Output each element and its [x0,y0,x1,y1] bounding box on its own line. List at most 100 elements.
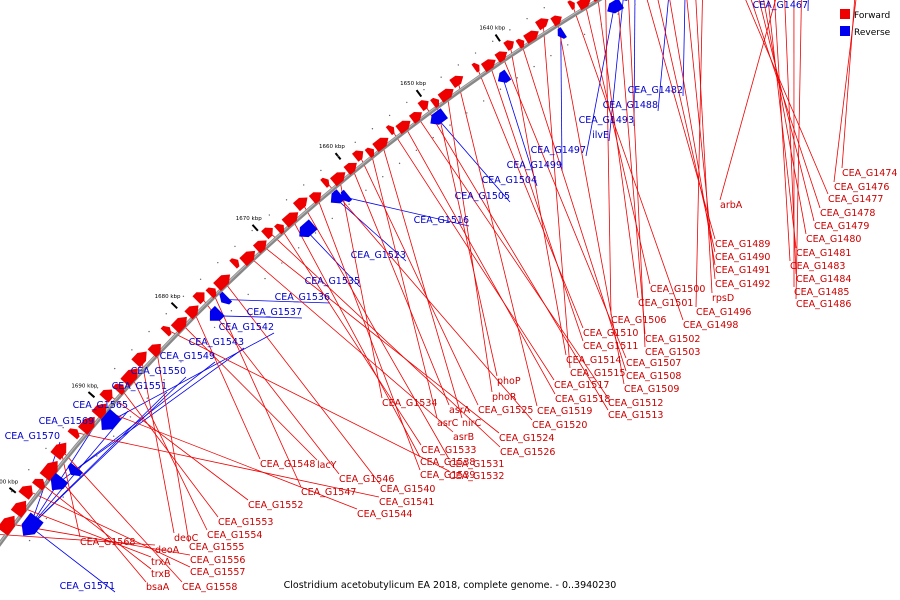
tick-label: 1670 kbp [236,216,262,222]
minor-tick [482,100,485,102]
gene-label: CEA_G1537 [247,307,302,318]
minor-tick [62,496,64,498]
leader-line [338,177,383,399]
minor-tick [247,293,249,296]
leader-line [29,426,95,527]
leader-line [657,0,669,112]
forward-gene-feature [343,162,357,176]
gene-label: CEA_G1512 [608,398,663,409]
forward-gene-feature [205,287,217,299]
tick-label: 1690 kbp [71,383,97,389]
forward-gene-feature [550,15,562,27]
forward-gene-feature [320,177,330,188]
gene-label: CEA_G1565 [73,400,128,411]
minor-tick [354,141,356,144]
forward-gene-feature [67,428,80,440]
leader-line [370,151,438,419]
leader-line [767,0,797,249]
minor-tick [509,29,511,31]
forward-gene-feature [430,97,440,109]
leader-line [0,534,156,546]
leader-line [180,322,318,461]
minor-tick [281,262,283,264]
leader-line [628,0,646,348]
leader-line [27,490,191,568]
leader-line [719,0,776,201]
forward-gene-feature [192,292,205,305]
minor-tick [314,232,317,234]
gene-label: CEA_G1478 [820,208,875,219]
minor-tick [268,214,271,216]
tick-label: 1700 kbp [0,479,19,485]
map-caption: Clostridium acetobutylicum EA 2018, comp… [284,580,617,591]
leader-line [130,375,208,531]
forward-gene-feature [170,316,187,334]
gene-label: CEA_G1551 [112,381,167,392]
reverse-gene-feature [430,108,448,125]
gene-label: CEA_G1524 [499,433,554,444]
forward-gene-feature [437,88,454,103]
forward-gene-feature [0,515,15,536]
minor-tick [112,435,115,437]
minor-tick [406,101,408,104]
leader-line [435,101,498,377]
leader-line [682,0,686,97]
leader-line [155,348,190,543]
gene-label: CEA_G1502 [645,334,700,345]
leader-line [841,0,856,169]
gene-label: CEA_G1535 [305,276,360,287]
gene-label: CEA_G1519 [537,406,592,417]
gene-label: trxB [151,569,171,580]
leader-line [424,103,609,411]
gene-label: CEA_G1486 [796,299,851,310]
leader-line [795,0,802,300]
leader-line [224,299,331,304]
gene-label: asrB [453,432,474,443]
forward-gene-feature [395,120,411,135]
forward-gene-feature [515,38,525,49]
minor-tick [432,136,434,139]
leader-line [750,0,821,209]
gene-label: arbA [720,200,743,211]
gene-label: rpsD [712,293,734,304]
leader-line [597,0,639,299]
minor-tick [499,88,502,90]
forward-gene-feature [494,51,508,63]
gene-label: CEA_G1477 [828,194,883,205]
gene-label: CEA_G1492 [715,279,770,290]
forward-gene-feature [120,368,138,387]
minor-tick [28,469,30,471]
gene-label: CEA_G1485 [794,287,849,298]
leader-line [404,125,556,395]
gene-label: CEA_G1540 [380,484,435,495]
gene-label: CEA_G1550 [131,366,186,377]
gene-label: CEA_G1482 [628,85,683,96]
tick-label: 1660 kbp [319,144,345,150]
leader-line [686,0,716,280]
reverse-gene-feature [50,472,69,491]
leader-line [416,115,609,399]
minor-tick [600,23,603,25]
minor-tick [320,169,322,172]
leader-line [358,154,479,406]
leader-line [763,0,807,235]
leader-line [784,0,797,275]
minor-tick [285,199,288,201]
minor-tick [79,406,82,409]
minor-tick [264,277,266,280]
forward-gene-feature [449,75,464,89]
gene-label: CEA_G1483 [790,261,845,272]
leader-line [335,198,407,262]
forward-gene-feature [535,18,549,31]
reverse-gene-feature [209,305,225,321]
forward-gene-feature [184,305,199,320]
forward-gene-feature [523,30,539,44]
leader-line [223,280,381,485]
forward-gene-feature [50,442,67,461]
leader-line [391,128,555,381]
forward-gene-feature [417,100,429,112]
gene-label: CEA_G1509 [624,384,679,395]
leader-line [807,0,809,12]
gene-label: CEA_G1547 [301,487,356,498]
gene-label: CEA_G1505 [455,191,510,202]
